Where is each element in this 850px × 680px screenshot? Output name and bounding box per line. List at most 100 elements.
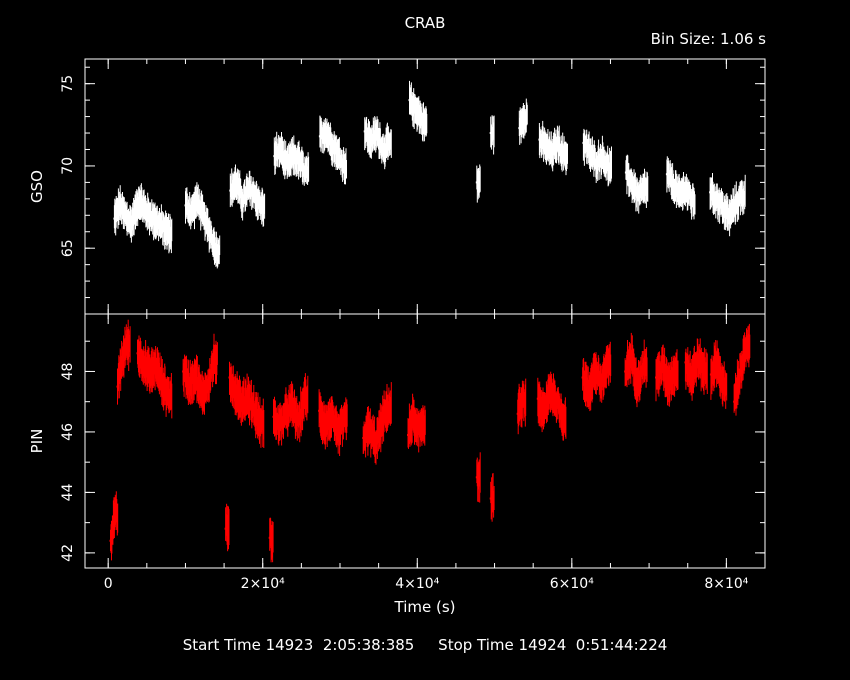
data-layer [109, 80, 751, 563]
data-point [285, 164, 288, 167]
data-point [538, 138, 541, 141]
segment [318, 115, 347, 185]
data-point [631, 183, 634, 185]
data-point [109, 539, 112, 542]
segment [116, 319, 131, 405]
data-point [304, 171, 307, 174]
data-point [386, 143, 389, 146]
segment [113, 183, 173, 254]
data-point [331, 143, 334, 146]
segment [408, 80, 428, 142]
data-point [703, 370, 705, 373]
data-point [733, 400, 736, 403]
x-tick-label: 4×10⁴ [395, 576, 439, 592]
data-point [161, 382, 164, 385]
data-point [374, 443, 377, 445]
segment [489, 115, 495, 155]
data-point [607, 166, 610, 169]
data-point [739, 370, 742, 373]
data-point [601, 155, 603, 158]
data-point [386, 406, 389, 409]
data-point [224, 527, 227, 530]
data-point [291, 403, 294, 406]
segment [684, 338, 708, 401]
segment [273, 131, 310, 186]
data-point [665, 173, 668, 176]
segment [624, 154, 649, 214]
data-point [475, 476, 478, 479]
y-tick-label: 48 [60, 363, 76, 381]
data-point [408, 99, 411, 102]
data-point [684, 188, 687, 190]
data-point [318, 135, 321, 138]
data-point [253, 409, 256, 412]
data-point [268, 536, 271, 539]
data-point [600, 382, 603, 385]
y-axis-label: GSO [28, 170, 46, 203]
data-point [324, 424, 327, 427]
data-point [407, 434, 409, 436]
data-point [722, 385, 725, 388]
data-point [196, 199, 199, 202]
segment [182, 333, 218, 415]
data-point [298, 160, 300, 162]
data-point [536, 397, 539, 400]
data-point [240, 403, 243, 406]
x-tick-label: 6×10⁴ [550, 576, 594, 592]
data-point [241, 199, 244, 202]
segment [489, 473, 495, 522]
series-pin [109, 319, 751, 563]
y-tick-label: 46 [60, 423, 76, 441]
data-point [203, 217, 205, 220]
data-point [672, 183, 674, 185]
data-point [549, 388, 552, 391]
data-point [291, 155, 294, 158]
segment [538, 120, 568, 176]
data-point [116, 385, 119, 388]
data-point [297, 421, 300, 424]
data-point [678, 194, 681, 197]
data-point [422, 122, 425, 125]
data-point [709, 191, 712, 194]
data-point [184, 204, 187, 207]
data-point [190, 211, 193, 213]
data-point [121, 358, 124, 361]
data-point [416, 430, 419, 433]
segment [224, 503, 230, 552]
data-point [550, 151, 553, 154]
segment [475, 164, 481, 203]
data-point [209, 232, 212, 235]
data-point [667, 382, 670, 385]
data-point [167, 394, 170, 397]
data-point [130, 222, 133, 225]
data-point [582, 141, 585, 144]
segment [318, 389, 348, 456]
data-point [342, 163, 345, 166]
data-point [200, 394, 203, 397]
y-tick-label: 65 [60, 239, 76, 257]
data-point [721, 206, 724, 209]
data-point [336, 434, 339, 436]
data-point [588, 151, 591, 154]
data-point [213, 358, 215, 361]
time-range-footer: Start Time 14923 2:05:38:385 Stop Time 1… [182, 636, 668, 654]
y-tick-label: 70 [60, 157, 76, 175]
segment [272, 373, 309, 446]
data-point [330, 415, 333, 418]
data-point [247, 188, 250, 190]
bin-size-label: Bin Size: 1.06 s [650, 30, 766, 48]
y-tick-label: 75 [60, 75, 76, 93]
x-tick-label: 2×10⁴ [241, 576, 285, 592]
data-point [489, 497, 492, 500]
segment [475, 452, 481, 503]
data-point [696, 358, 699, 361]
data-point [113, 217, 116, 220]
y-axis-label: PIN [28, 429, 46, 454]
data-point [643, 188, 646, 190]
data-point [145, 211, 148, 213]
x-tick-label: 0 [104, 576, 113, 592]
data-point [279, 148, 282, 151]
data-point [228, 376, 231, 379]
data-point [745, 346, 748, 349]
